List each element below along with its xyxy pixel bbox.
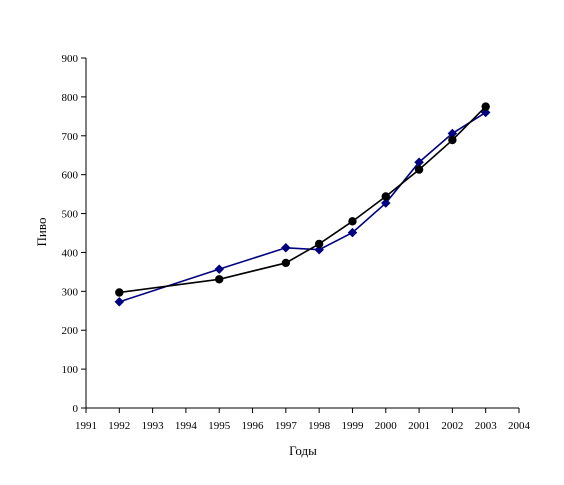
series-1	[114, 107, 491, 307]
circle-marker	[381, 192, 390, 201]
circle-marker	[481, 102, 490, 111]
diamond-marker	[114, 296, 125, 307]
diamond-marker	[480, 107, 491, 118]
y-tick-label: 100	[62, 364, 79, 376]
axes: 0 100 200 300 400 500 600 700 800 900 1991 1992 1993…	[62, 53, 531, 432]
diamond-marker	[380, 198, 391, 208]
x-tick-label: 1996	[242, 420, 265, 432]
y-tick-label: 400	[62, 247, 79, 259]
series-2	[115, 102, 490, 297]
diamond-marker	[314, 244, 325, 255]
circle-marker	[314, 239, 324, 249]
circle-marker	[115, 288, 124, 297]
y-tick-label: 0	[73, 403, 79, 415]
x-tick-label: 1999	[341, 420, 364, 432]
diamond-marker	[347, 227, 358, 238]
diamond-marker	[280, 242, 291, 253]
y-tick-label: 200	[62, 325, 79, 337]
diamond-marker	[214, 264, 225, 275]
y-tick-label: 300	[62, 286, 79, 298]
x-tick-label: 1993	[142, 420, 165, 432]
y-axis-title: Пиво	[34, 218, 49, 247]
circle-marker	[448, 135, 457, 145]
x-tick-label: 1998	[308, 420, 331, 432]
x-tick-label: 1995	[208, 420, 231, 432]
x-tick-label: 1994	[175, 420, 198, 432]
y-tick-label: 900	[62, 53, 79, 65]
circle-marker	[215, 275, 224, 284]
x-axis-title: Годы	[289, 443, 317, 458]
series-line	[119, 111, 487, 303]
series-layer	[114, 102, 491, 307]
y-tick-label: 500	[62, 209, 79, 221]
x-tick-label: 2000	[375, 420, 398, 432]
x-tick-label: 2004	[508, 420, 531, 432]
circle-marker	[414, 165, 424, 174]
x-tick-label: 2001	[408, 420, 430, 432]
x-tick-label: 2002	[441, 420, 463, 432]
x-tick-label: 1992	[108, 420, 130, 432]
x-tick-label: 1997	[275, 420, 298, 432]
series-line	[119, 106, 487, 294]
x-tick-label: 1991	[75, 420, 97, 432]
circle-marker	[348, 217, 357, 226]
circle-marker	[281, 258, 291, 268]
y-tick-label: 800	[62, 92, 79, 104]
y-tick-label: 700	[62, 131, 79, 143]
x-tick-label: 2003	[475, 420, 498, 432]
y-tick-label: 600	[62, 170, 79, 182]
